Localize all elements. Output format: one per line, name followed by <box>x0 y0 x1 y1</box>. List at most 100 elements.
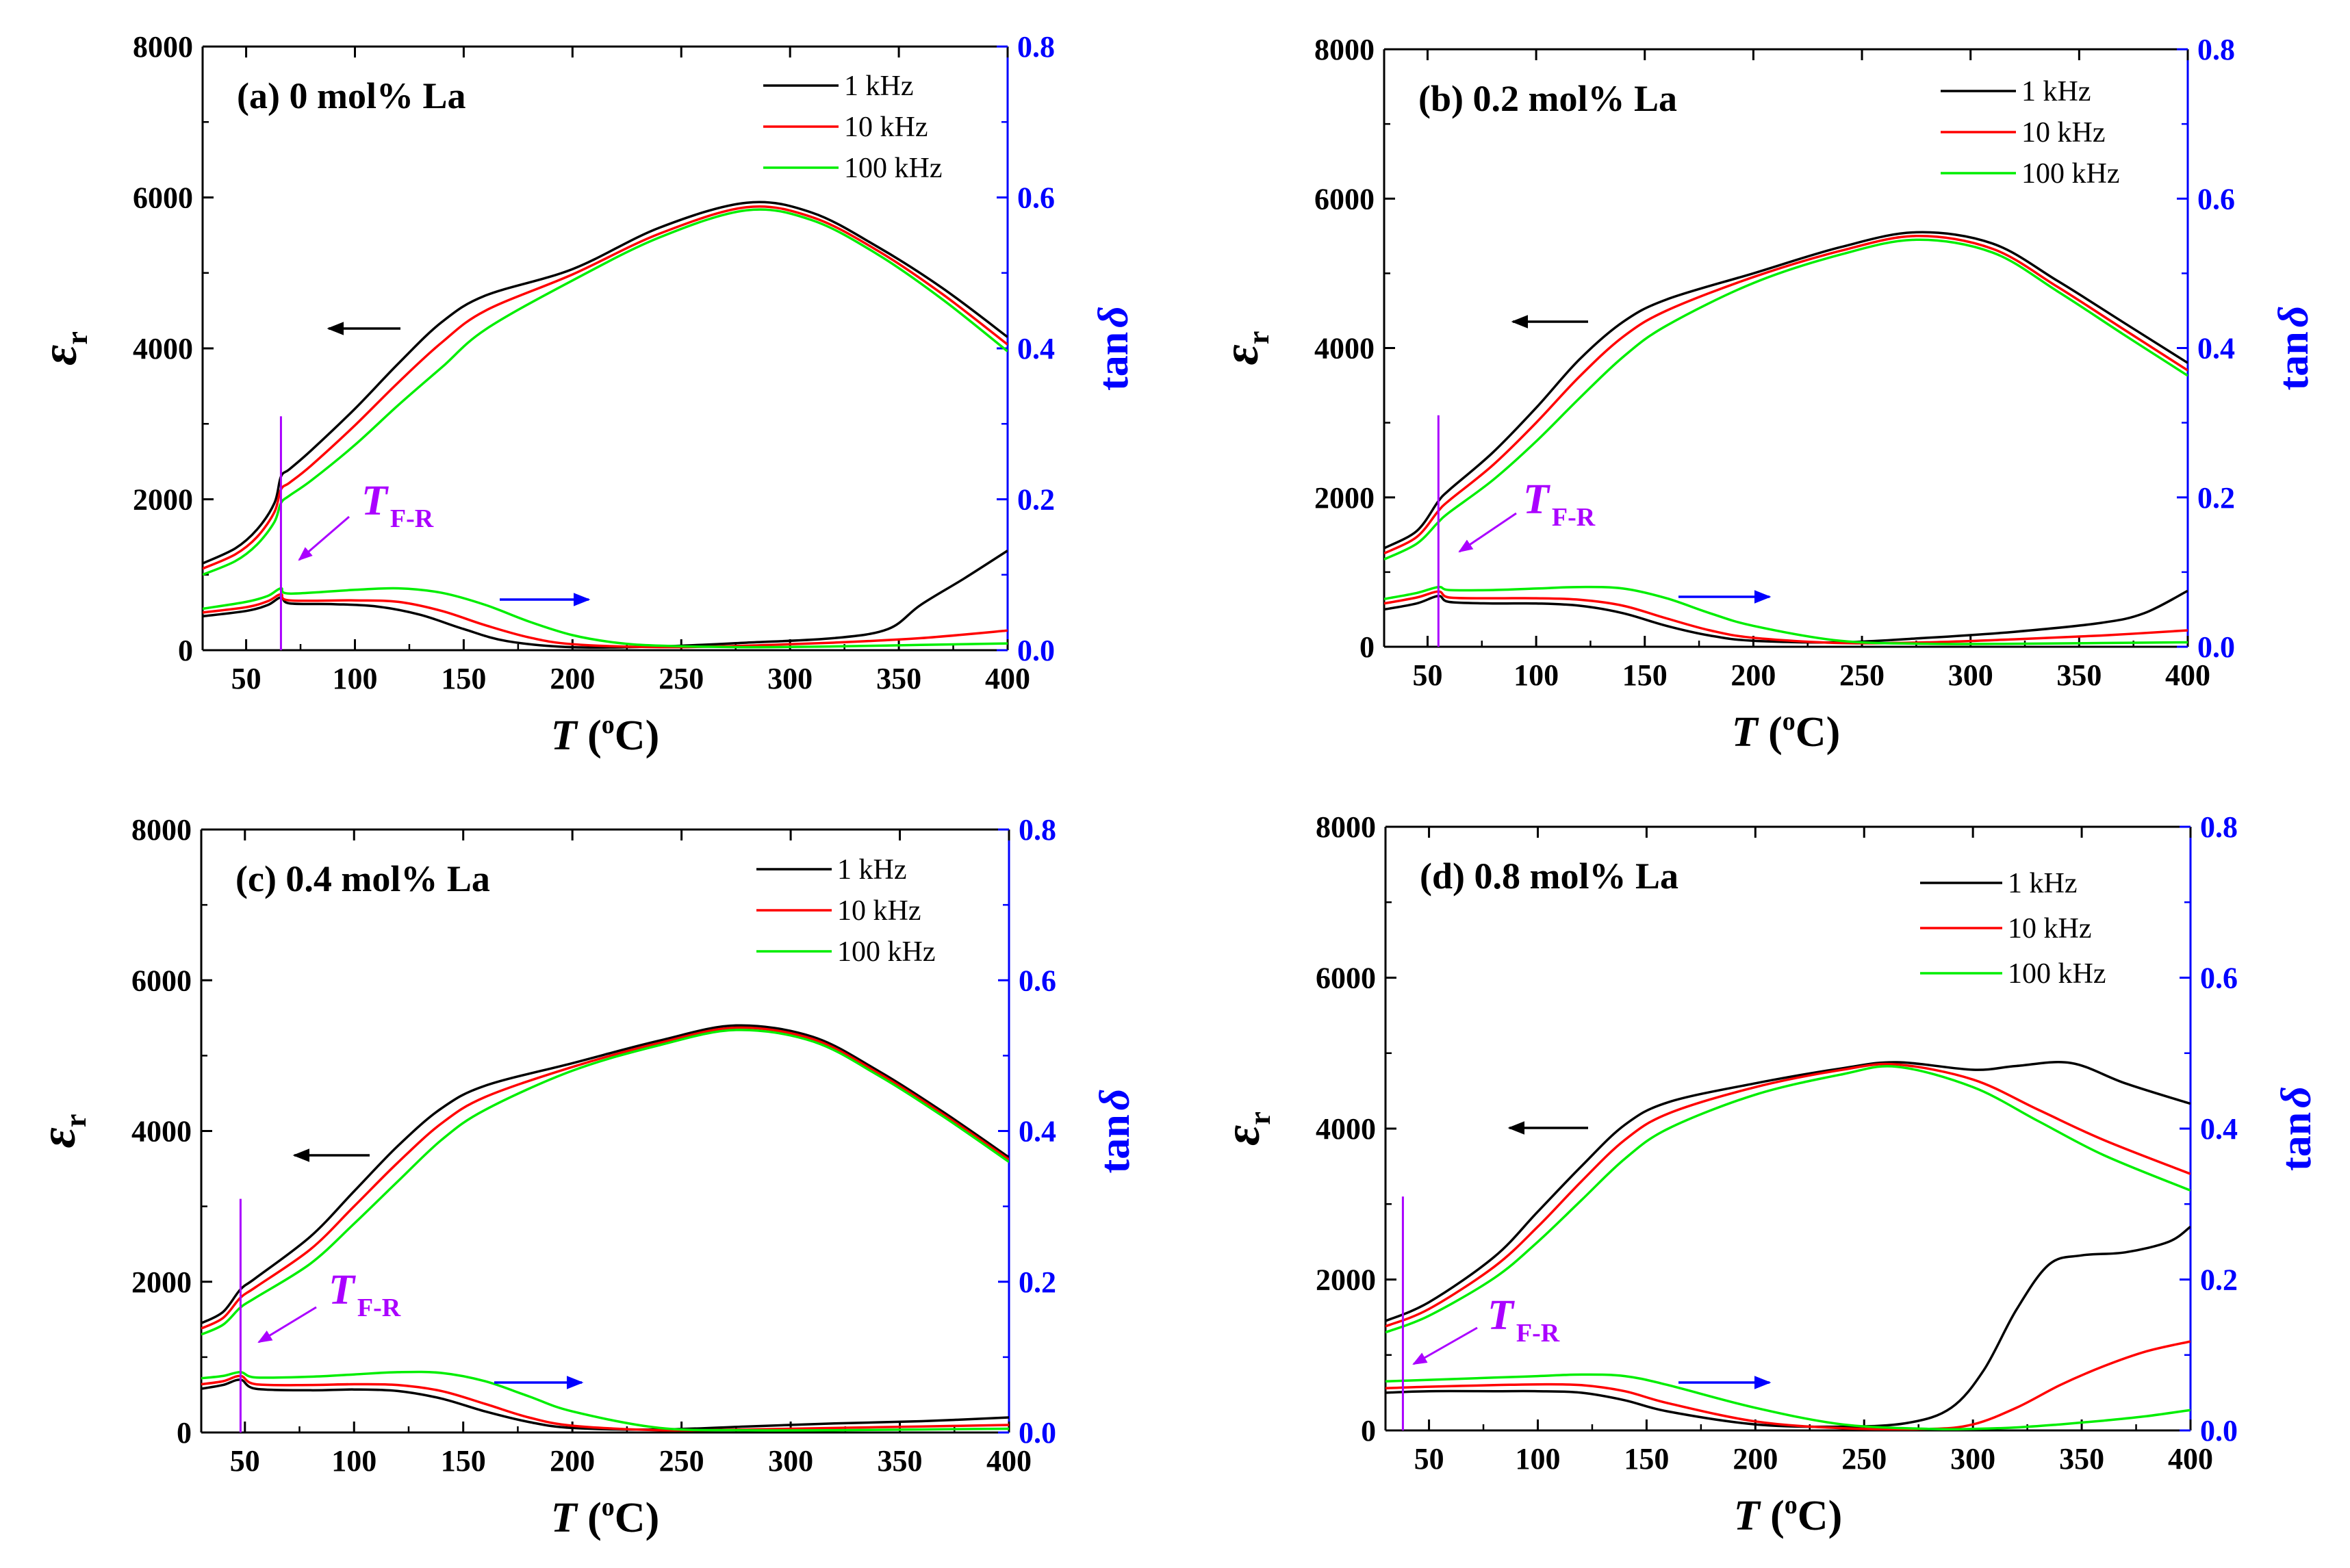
y2-tick-label: 0.8 <box>1019 813 1056 847</box>
tan-line-100kHz <box>1385 1373 2191 1430</box>
tan-line-10kHz <box>203 593 1008 649</box>
x-label-close: C) <box>1798 1493 1842 1539</box>
legend-label: 10 kHz <box>2008 913 2091 944</box>
x-tick-label: 400 <box>986 1444 1032 1478</box>
x-label-close: C) <box>615 1495 659 1541</box>
panel-title: (a) 0 mol% La <box>237 75 465 116</box>
x-tick-label: 150 <box>1622 658 1668 692</box>
x-tick-label: 150 <box>441 1444 486 1478</box>
y2-tick-label: 0.0 <box>1017 634 1055 667</box>
tfr-label-sub: F-R <box>390 504 434 533</box>
y-tick-label: 4000 <box>133 332 193 365</box>
x-tick-label: 50 <box>1412 658 1442 692</box>
tan-line-1kHz <box>1384 589 2188 644</box>
x-label-var: T <box>1734 1493 1761 1539</box>
tan-line-100kHz <box>201 1370 1009 1432</box>
y2-tick-label: 0.6 <box>2197 182 2235 216</box>
x-label-close: C) <box>1796 709 1840 756</box>
x-tick-label: 300 <box>1950 1442 1995 1476</box>
legend-label: 10 kHz <box>844 112 928 143</box>
y2-axis-label: tan δ <box>1092 1089 1138 1174</box>
tfr-label: T F-R <box>1523 476 1596 532</box>
x-tick-label: 50 <box>230 1444 260 1478</box>
y-tick-label: 8000 <box>133 30 193 64</box>
curves <box>1384 231 2188 645</box>
y-label-sub: r <box>59 1114 92 1128</box>
y-tick-label: 8000 <box>1316 810 1376 844</box>
y-tick-label: 6000 <box>1316 962 1376 995</box>
x-tick-label: 400 <box>985 662 1030 695</box>
x-tick-label: 100 <box>332 662 377 695</box>
panel-c: 50 100 150 200 250 300 350 40002000400060008000… <box>30 813 1138 1541</box>
tfr-label-main: T <box>361 478 389 524</box>
tan-line-1kHz <box>203 550 1008 649</box>
panel-title: (b) 0.2 mol% La <box>1418 78 1677 119</box>
tfr-label-main: T <box>1487 1292 1515 1339</box>
x-label-close: C) <box>615 712 659 759</box>
y-tick-label: 6000 <box>1314 182 1375 216</box>
y2-label-prefix: tan <box>1092 1114 1138 1173</box>
tan-line-100kHz <box>203 587 1008 649</box>
y2-tick-label: 0.4 <box>1019 1115 1056 1148</box>
x-label-sup: o <box>1783 707 1796 736</box>
y-tick-label: 0 <box>178 634 193 667</box>
y2-label-symbol: δ <box>2271 306 2317 328</box>
y2-tick-label: 0.0 <box>1019 1416 1056 1450</box>
legend-label: 1 kHz <box>2008 868 2077 899</box>
x-tick-label: 350 <box>2059 1442 2104 1476</box>
er-line-1kHz <box>201 1024 1009 1324</box>
legend-label: 100 kHz <box>837 936 935 968</box>
er-line-10kHz <box>203 205 1008 570</box>
y-axis-label: εr <box>30 1114 92 1148</box>
y-label-sub: r <box>1242 331 1275 345</box>
x-tick-label: 200 <box>550 662 595 695</box>
y-tick-label: 6000 <box>131 964 192 997</box>
y-tick-label: 0 <box>1359 630 1375 664</box>
x-label-var: T <box>551 712 578 759</box>
y2-tick-label: 0.6 <box>1019 964 1056 997</box>
er-line-1kHz <box>1385 1061 2191 1322</box>
y-axis-label: εr <box>1213 331 1275 365</box>
y2-label-symbol: δ <box>1092 1089 1138 1111</box>
er-line-10kHz <box>201 1026 1009 1330</box>
tfr-label: T F-R <box>329 1267 401 1322</box>
y2-label-prefix: tan <box>1090 332 1137 391</box>
y-tick-label: 2000 <box>131 1265 192 1299</box>
x-tick-label: 200 <box>1730 658 1776 692</box>
tan-line-1kHz <box>201 1378 1009 1431</box>
er-line-100kHz <box>203 208 1008 576</box>
tfr-label-sub: F-R <box>1552 503 1596 532</box>
x-tick-label: 200 <box>550 1444 595 1478</box>
y2-tick-label: 0.2 <box>1017 483 1055 517</box>
er-line-100kHz <box>1384 238 2188 561</box>
x-label-sup: o <box>1785 1491 1798 1519</box>
y2-label-prefix: tan <box>2273 1112 2320 1171</box>
er-line-1kHz <box>203 201 1008 565</box>
x-tick-label: 250 <box>659 1444 704 1478</box>
x-tick-label: 350 <box>878 1444 923 1478</box>
tfr-label-main: T <box>329 1267 356 1313</box>
y-axis-label: εr <box>1214 1111 1277 1146</box>
x-label-open: ( <box>577 712 602 759</box>
curves <box>1385 1061 2191 1430</box>
y-tick-label: 4000 <box>1314 332 1375 365</box>
tfr-label-sub: F-R <box>1516 1319 1560 1348</box>
x-label-sup: o <box>602 710 615 739</box>
y2-label-symbol: δ <box>2273 1086 2320 1108</box>
y2-tick-label: 0.0 <box>2197 630 2235 664</box>
legend-label: 10 kHz <box>2021 117 2105 149</box>
tfr-label: T F-R <box>361 478 434 533</box>
y2-tick-label: 0.2 <box>2200 1263 2238 1297</box>
tfr-arrow <box>1412 1326 1478 1365</box>
y2-tick-label: 0.8 <box>2200 810 2238 844</box>
y-label-sub: r <box>60 331 94 345</box>
y-tick-label: 8000 <box>1314 33 1375 66</box>
y2-tick-label: 0.4 <box>2197 332 2235 365</box>
tfr-label-main: T <box>1523 476 1550 523</box>
y2-axis-label: tan δ <box>2273 1086 2320 1171</box>
curves <box>203 201 1008 649</box>
x-tick-label: 300 <box>768 1444 813 1478</box>
tan-line-10kHz <box>1384 590 2188 645</box>
y-tick-label: 0 <box>1361 1414 1376 1448</box>
